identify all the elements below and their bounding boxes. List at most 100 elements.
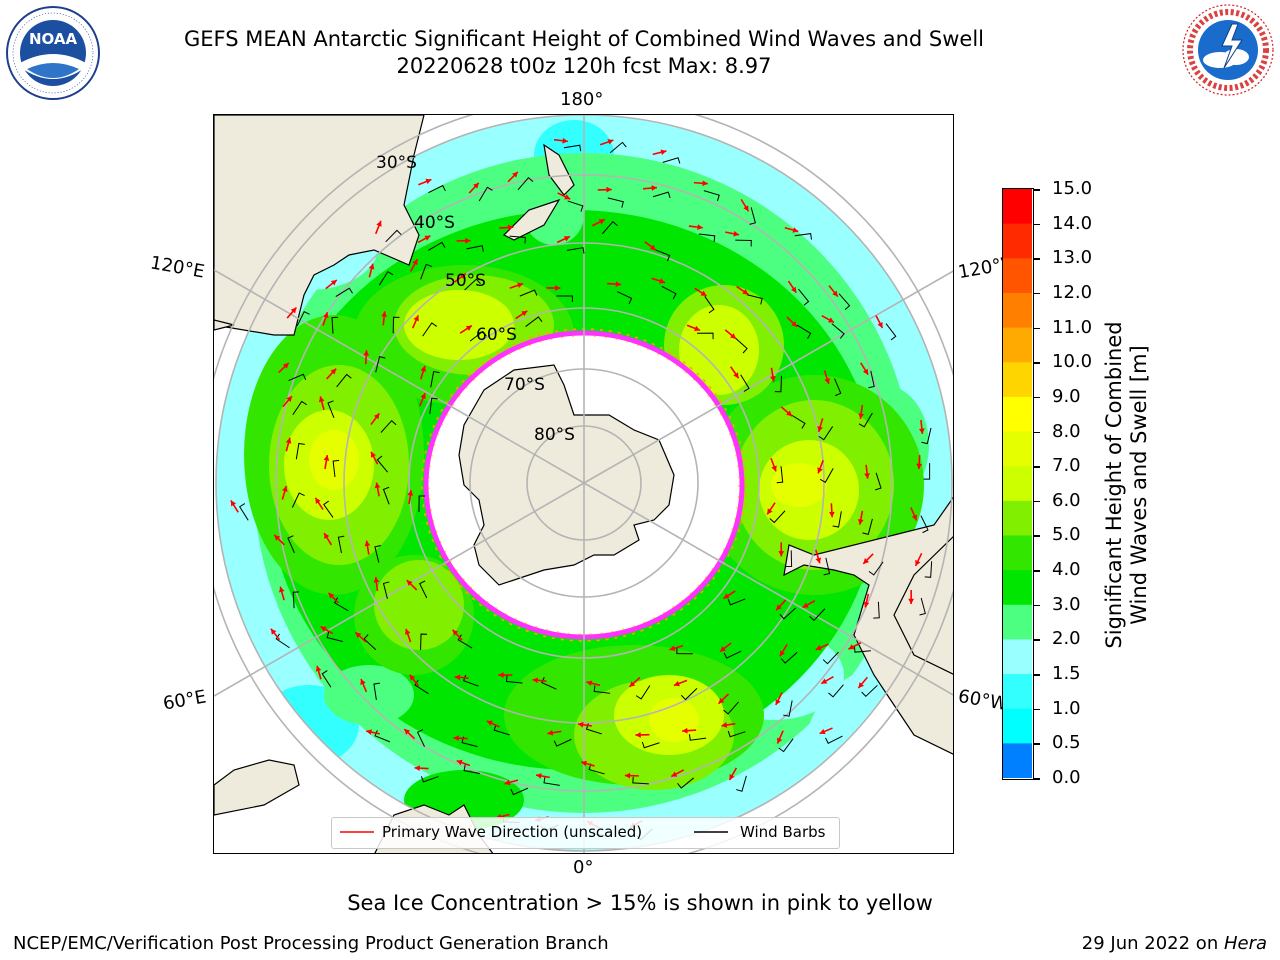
- wind-barb: [676, 647, 693, 655]
- wave-direction-arrow-head: [862, 368, 869, 375]
- colorbar-tick-mark: [1034, 708, 1040, 711]
- wave-direction-arrow-head: [815, 557, 822, 564]
- wave-direction-arrow-head: [743, 205, 749, 212]
- wave-direction-arrow-head: [320, 626, 327, 632]
- colorbar-tick-label: 0.5: [1052, 732, 1081, 754]
- madagascar-land: [214, 759, 300, 816]
- lon-label-60e: 60°E: [161, 686, 208, 715]
- wind-barb: [288, 373, 307, 382]
- coast-fragment: [214, 319, 235, 331]
- wind-barb: [563, 144, 582, 152]
- wave-direction-arrow-head: [791, 321, 798, 327]
- colorbar-band: [1003, 500, 1032, 536]
- wind-barb: [641, 741, 660, 749]
- wave-direction-arrow-head: [373, 577, 380, 583]
- wave-direction-arrow-head: [858, 413, 865, 419]
- colorbar-tick-mark: [1034, 431, 1040, 434]
- wind-barb: [464, 278, 481, 291]
- colorbar-band: [1003, 327, 1032, 363]
- wind-barb: [776, 466, 784, 484]
- wind-barb: [680, 688, 698, 701]
- wave-direction-arrow-head: [776, 604, 782, 611]
- wave-direction-arrow-head: [465, 237, 471, 244]
- lon-label-0: 0°: [573, 857, 594, 878]
- wind-barb: [746, 294, 763, 305]
- south-america-land: [783, 496, 953, 755]
- wind-barb: [688, 734, 707, 741]
- wind-barbs: [239, 141, 933, 841]
- wind-barb: [416, 729, 425, 747]
- wind-barb: [828, 684, 844, 698]
- wave-direction-arrow-head: [651, 185, 657, 191]
- sea-ice-note: Sea Ice Concentration > 15% is shown in …: [347, 891, 933, 915]
- colorbar-tick-mark: [1034, 604, 1040, 607]
- lon-label-180: 180°: [560, 89, 604, 110]
- map-disc-edge: [215, 115, 953, 852]
- wind-barb: [923, 463, 931, 480]
- wave-direction-arrow-head: [832, 290, 838, 297]
- colorbar-band: [1003, 292, 1032, 329]
- wave-direction-arrow-head: [607, 139, 614, 145]
- wave-direction-arrow-head: [355, 632, 362, 639]
- wind-barb: [331, 316, 339, 334]
- wave-direction-arrow-head: [911, 514, 918, 521]
- wave-direction-arrow-head: [790, 286, 797, 293]
- footer-host: Hera: [1223, 933, 1267, 954]
- lat-label-80s: 80°S: [534, 425, 575, 445]
- wave-direction-arrow-head: [323, 455, 330, 461]
- wind-barb: [510, 787, 529, 796]
- colorbar-band: [1003, 535, 1032, 571]
- colorbar-tick-label: 15.0: [1052, 178, 1093, 199]
- colorbar-band: [1003, 223, 1032, 259]
- wave-direction-arrow-head: [282, 362, 289, 369]
- wind-barb: [374, 730, 391, 743]
- wave-direction-arrow-head: [586, 680, 593, 687]
- polar-map: 30°S 40°S 50°S 60°S 70°S 80°S Primary Wa…: [213, 114, 954, 854]
- wind-barb: [287, 535, 295, 553]
- wind-barb: [556, 295, 573, 303]
- colorbar-tick-label: 13.0: [1052, 247, 1093, 269]
- wind-barb: [336, 373, 352, 388]
- wave-direction-arrow-head: [719, 646, 726, 652]
- wave-direction-arrow-head: [330, 368, 337, 375]
- wind-barb: [825, 735, 843, 744]
- wind-barb: [868, 370, 875, 389]
- wind-barb: [609, 141, 627, 154]
- wind-barb: [525, 316, 543, 327]
- wind-barb: [292, 400, 307, 416]
- wave-direction-arrow-head: [370, 451, 377, 458]
- wind-barb: [809, 608, 826, 622]
- wave-direction-arrow-head: [517, 282, 524, 289]
- wave-direction-arrow-head: [824, 378, 830, 384]
- wind-barb: [430, 370, 440, 388]
- wave-direction-arrow-head: [363, 350, 370, 356]
- wave-direction-arrow-head: [368, 263, 375, 270]
- colorbar-band: [1003, 466, 1032, 502]
- new-zealand-south-land: [502, 198, 561, 241]
- wave-direction-arrow-head: [694, 325, 701, 332]
- wind-barb: [832, 511, 842, 528]
- wind-barb: [519, 289, 538, 297]
- colorbar-tick-label: 6.0: [1052, 489, 1081, 511]
- wind-barb: [920, 515, 929, 534]
- wave-direction-arrow-head: [274, 535, 281, 541]
- colorbar-label-line1: Significant Height of Combined: [1102, 321, 1126, 649]
- wind-barb: [736, 775, 747, 792]
- wave-direction-arrow-head: [742, 289, 749, 295]
- nws-logo: [1180, 2, 1276, 98]
- noaa-logo: NOAA: [5, 5, 101, 101]
- wind-barb: [478, 186, 493, 202]
- wave-direction-arrow-head: [635, 732, 641, 738]
- wind-barb: [794, 233, 812, 240]
- wave-direction-arrow-head: [270, 628, 277, 635]
- wind-barb: [457, 634, 473, 649]
- wind-barb: [463, 764, 480, 774]
- wind-barb: [885, 323, 897, 341]
- wave-direction-arrow-head: [615, 281, 622, 288]
- wave-direction-arrow-head: [815, 644, 822, 651]
- wind-barb: [295, 442, 305, 460]
- noaa-logo-text: NOAA: [29, 30, 78, 48]
- colorbar-band: [1003, 674, 1032, 710]
- chart-title: GEFS MEAN Antarctic Significant Height o…: [183, 27, 985, 51]
- wind-barb: [239, 503, 249, 521]
